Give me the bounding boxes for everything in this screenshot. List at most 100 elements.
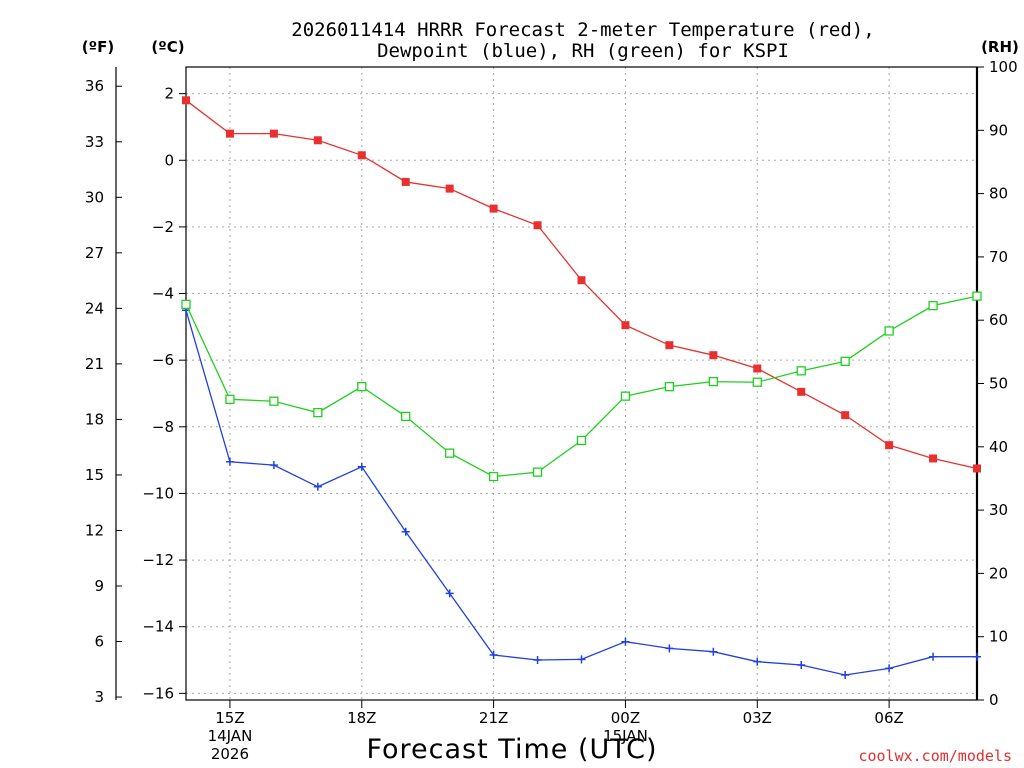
rh-point [181, 299, 191, 310]
temperature-point [269, 129, 278, 138]
tick-labels: 20−2−4−6−8−10−12−14−16363330272421181512… [85, 58, 1018, 763]
celsius-tick-label: −10 [142, 484, 174, 502]
x-tick-date-label: 2026 [211, 745, 249, 763]
fahrenheit-tick-label: 21 [85, 355, 104, 373]
rh-point [972, 291, 982, 301]
dewpoint-point [665, 644, 674, 653]
dewpoint-point [445, 589, 454, 598]
dewpoint-line [185, 310, 977, 676]
chart-title-line-2: Dewpoint (blue), RH (green) for KSPI [377, 40, 789, 62]
rh-point [664, 382, 675, 392]
temperature-point [489, 204, 498, 213]
fahrenheit-axis-unit: (ºF) [82, 38, 114, 56]
temperature-point [225, 129, 234, 138]
rh-tick-label: 40 [989, 438, 1008, 456]
temperature-point [577, 276, 586, 285]
grid-lines [186, 67, 977, 700]
celsius-tick-label: −6 [152, 351, 174, 369]
rh-point [488, 471, 499, 482]
fahrenheit-tick-label: 24 [85, 299, 104, 317]
dewpoint-point [489, 651, 498, 660]
celsius-tick-label: −14 [142, 618, 174, 636]
temperature-point [929, 454, 938, 463]
dewpoint-point [885, 664, 894, 673]
fahrenheit-tick-label: 33 [85, 133, 104, 151]
rh-point [576, 435, 587, 446]
rh-tick-label: 70 [989, 248, 1008, 266]
celsius-tick-label: −2 [152, 218, 174, 236]
x-tick-label: 21Z [479, 709, 508, 727]
temperature-point [841, 411, 850, 420]
x-tick-date-label: 15JAN [603, 727, 648, 745]
dewpoint-point [797, 661, 806, 670]
temperature-point [753, 364, 762, 373]
rh-tick-label: 90 [989, 121, 1008, 139]
dewpoint-point [577, 655, 586, 664]
fahrenheit-tick-label: 36 [85, 77, 104, 95]
dewpoint-point [621, 637, 630, 646]
temperature-point [665, 341, 674, 350]
celsius-axis-unit: (ºC) [151, 38, 184, 56]
dewpoint-point [709, 647, 718, 656]
rh-line [185, 295, 978, 478]
fahrenheit-tick-label: 3 [94, 688, 104, 706]
x-tick-label: 06Z [874, 709, 903, 727]
rh-tick-label: 80 [989, 185, 1008, 203]
x-tick-label: 15Z [215, 709, 244, 727]
rh-point [401, 411, 411, 422]
rh-point [225, 394, 235, 404]
fahrenheit-tick-label: 15 [85, 466, 104, 484]
rh-point [532, 467, 543, 477]
fahrenheit-tick-label: 18 [85, 410, 104, 428]
temperature-point [621, 321, 630, 330]
x-axis-title: Forecast Time (UTC) [366, 734, 657, 765]
rh-point [313, 407, 323, 418]
temperature-point [357, 151, 366, 160]
rh-tick-label: 0 [989, 691, 999, 709]
x-tick-label: 00Z [611, 709, 640, 727]
data-series [181, 96, 982, 680]
fahrenheit-tick-label: 27 [85, 244, 104, 262]
celsius-tick-label: −4 [152, 285, 174, 303]
rh-point [708, 376, 718, 387]
rh-tick-label: 50 [989, 375, 1008, 393]
temperature-point [797, 387, 806, 396]
dewpoint-point [225, 457, 234, 466]
temperature-point [973, 464, 981, 473]
rh-point [928, 300, 938, 311]
site-credit-link[interactable]: coolwx.com/models [858, 747, 1012, 765]
dewpoint-point [533, 656, 542, 665]
celsius-tick-label: −12 [142, 551, 174, 569]
rh-point [620, 391, 631, 401]
rh-point [796, 366, 806, 376]
rh-tick-label: 30 [989, 501, 1008, 519]
fahrenheit-tick-label: 6 [94, 633, 104, 651]
dewpoint-point [929, 652, 938, 661]
temperature-point [709, 351, 718, 360]
x-tick-date-label: 14JAN [208, 727, 253, 745]
dewpoint-point [753, 657, 762, 666]
rh-point [357, 382, 367, 392]
celsius-tick-label: 0 [164, 151, 174, 169]
celsius-tick-label: 2 [164, 85, 174, 103]
celsius-tick-label: −16 [142, 684, 174, 702]
temperature-point [885, 441, 894, 450]
x-tick-label: 18Z [347, 709, 376, 727]
rh-tick-label: 60 [989, 311, 1008, 329]
dewpoint-point [841, 671, 850, 680]
fahrenheit-tick-label: 9 [94, 577, 104, 595]
dewpoint-point [313, 482, 322, 491]
axes [115, 66, 984, 708]
fahrenheit-tick-label: 12 [85, 521, 104, 539]
celsius-tick-label: −8 [152, 418, 174, 436]
rh-point [752, 377, 762, 387]
dewpoint-point [269, 461, 278, 470]
rh-point [840, 356, 850, 366]
temperature-point [313, 136, 322, 145]
rh-tick-label: 20 [989, 564, 1008, 582]
rh-axis-unit: (RH) [981, 38, 1019, 56]
temperature-point [401, 177, 410, 186]
dewpoint-point [357, 462, 366, 471]
x-tick-label: 03Z [743, 709, 772, 727]
